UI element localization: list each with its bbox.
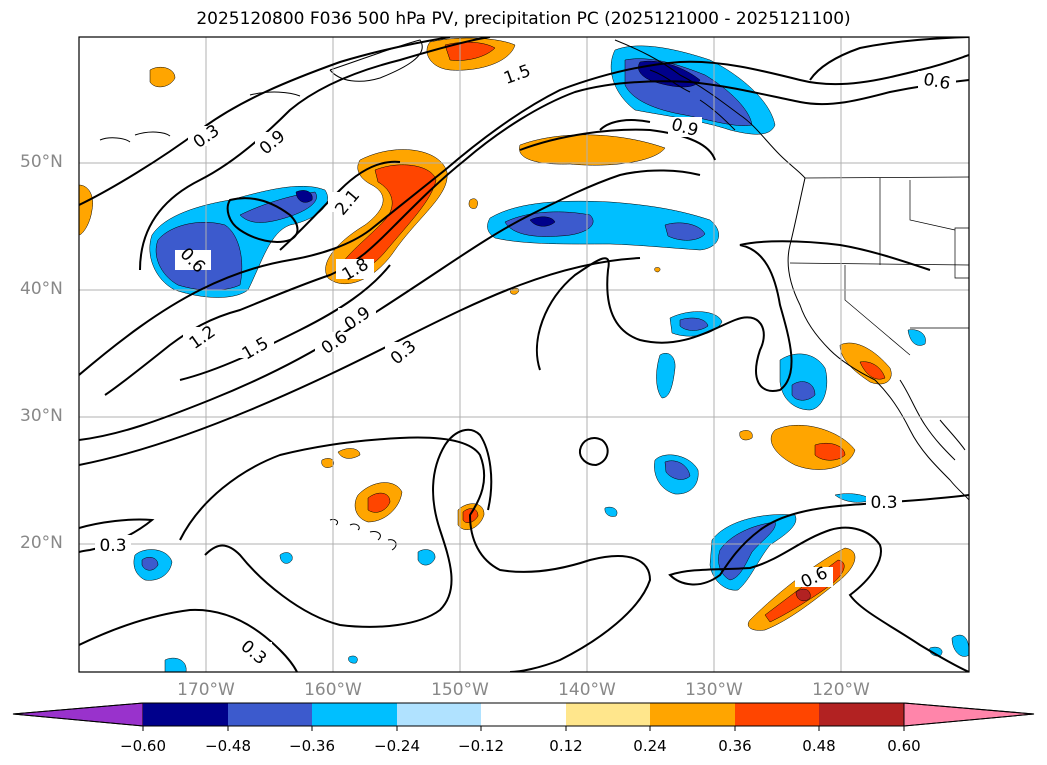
precip-area	[795, 588, 811, 602]
contour-label: 2.1	[331, 186, 364, 220]
lat-label: 30°N	[20, 406, 63, 426]
pv-contour	[139, 37, 491, 271]
pv-contour	[179, 264, 391, 381]
contour-label: 0.3	[190, 121, 224, 153]
precip-area	[164, 657, 187, 672]
colorbar-bin	[735, 703, 819, 726]
lon-label: 120°W	[812, 680, 870, 700]
precip-negative-areas	[133, 45, 969, 672]
colorbar-tick-label: 0.36	[718, 737, 752, 755]
precip-area	[791, 381, 816, 401]
state-borders	[789, 176, 969, 356]
contour-label: 0.9	[256, 126, 290, 159]
colorbar-bin	[566, 703, 650, 726]
colorbar-tick-label: −0.12	[458, 737, 504, 755]
pv-contour	[79, 169, 701, 441]
map-title: 2025120800 F036 500 hPa PV, precipitatio…	[196, 9, 851, 29]
precip-area	[951, 634, 969, 657]
lat-label: 50°N	[20, 152, 63, 172]
precip-area	[859, 361, 886, 380]
lat-label: 40°N	[20, 279, 63, 299]
pv-contour	[535, 240, 931, 392]
colorbar-tick-label: −0.36	[289, 737, 335, 755]
colorbar-tick-label: 0.60	[887, 737, 921, 755]
colorbar-tick-label: 0.12	[549, 737, 583, 755]
pv-contour	[79, 518, 155, 553]
precip-area	[664, 460, 691, 480]
colorbar	[12, 702, 1035, 731]
pv-contour	[578, 437, 609, 467]
pv-contour	[79, 608, 298, 672]
precip-area	[417, 549, 436, 566]
lat-label: 20°N	[20, 533, 63, 553]
pv-contour	[104, 79, 969, 396]
map-frame	[78, 36, 970, 673]
colorbar-bin	[650, 703, 735, 726]
precip-area	[814, 442, 846, 461]
pv-contours	[79, 37, 969, 672]
precip-area	[718, 521, 776, 581]
colorbar-tick-label: −0.48	[205, 737, 251, 755]
precip-area	[295, 190, 313, 203]
precip-area	[337, 448, 361, 459]
precip-area	[604, 506, 618, 517]
pv-contour	[79, 37, 451, 206]
precip-area	[367, 492, 391, 513]
pv-contour	[519, 128, 716, 161]
contour-label: 0.3	[237, 636, 271, 669]
precip-area	[679, 317, 709, 331]
colorbar-bin	[397, 703, 481, 726]
precip-area	[664, 222, 706, 241]
pv-contour	[668, 494, 969, 672]
colorbar-bin	[228, 703, 312, 726]
precip-area	[468, 198, 478, 209]
colorbar-extend-min	[12, 702, 144, 727]
precip-area	[79, 184, 93, 236]
colorbar-tick-label: −0.24	[374, 737, 420, 755]
precip-area	[770, 424, 856, 470]
contour-label: 0.3	[870, 493, 897, 513]
precip-area	[654, 267, 661, 273]
contour-label: 0.9	[341, 303, 375, 335]
lon-label: 150°W	[431, 680, 489, 700]
colorbar-bin	[481, 703, 566, 726]
precip-area	[149, 67, 176, 88]
colorbar-tick-label: 0.24	[633, 737, 667, 755]
coastlines	[99, 39, 969, 551]
colorbar-tick-label: −0.60	[120, 737, 166, 755]
colorbar-bin	[143, 703, 228, 726]
precip-area	[321, 458, 334, 468]
lon-label: 140°W	[558, 680, 616, 700]
pv-contour	[79, 54, 969, 376]
pv-contour	[279, 160, 401, 251]
pv-contour	[809, 37, 969, 81]
pv-contour	[179, 436, 652, 672]
lon-label: 130°W	[685, 680, 743, 700]
contour-label: 0.6	[922, 70, 952, 94]
precip-area	[739, 430, 753, 441]
colorbar-bin	[312, 703, 397, 726]
contour-label: 0.3	[387, 336, 421, 369]
colorbar-extend-max	[903, 702, 1035, 727]
precip-area	[656, 352, 676, 399]
precip-area	[348, 655, 358, 664]
colorbar-tick-label: 0.48	[802, 737, 836, 755]
precip-area	[519, 134, 666, 166]
colorbar-ticks	[142, 726, 905, 731]
pv-contour	[599, 119, 651, 131]
contour-label: 0.3	[99, 536, 126, 556]
precip-area	[141, 557, 159, 571]
colorbar-bin	[819, 703, 904, 726]
precip-area	[279, 552, 293, 564]
precip-area	[907, 329, 926, 346]
lon-label: 160°W	[304, 680, 362, 700]
lon-label: 170°W	[177, 680, 235, 700]
contour-label: 1.2	[186, 322, 220, 354]
pv-contour	[204, 428, 493, 628]
precip-area	[529, 216, 556, 227]
pv-contour	[79, 257, 641, 466]
